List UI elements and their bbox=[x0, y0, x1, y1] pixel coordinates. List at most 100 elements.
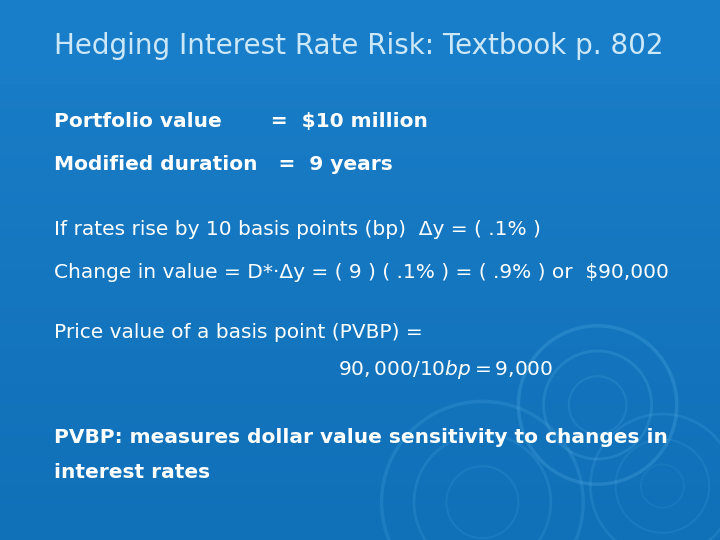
Bar bbox=[0, 346, 720, 348]
Bar bbox=[0, 508, 720, 510]
Bar bbox=[0, 424, 720, 427]
Bar bbox=[0, 456, 720, 459]
Bar bbox=[0, 32, 720, 35]
Bar bbox=[0, 68, 720, 70]
Bar bbox=[0, 119, 720, 122]
Bar bbox=[0, 313, 720, 316]
Text: PVBP: measures dollar value sensitivity to changes in: PVBP: measures dollar value sensitivity … bbox=[54, 428, 668, 447]
Bar bbox=[0, 278, 720, 281]
Bar bbox=[0, 502, 720, 505]
Bar bbox=[0, 524, 720, 526]
Bar bbox=[0, 324, 720, 327]
Bar bbox=[0, 275, 720, 278]
Bar bbox=[0, 462, 720, 464]
Bar bbox=[0, 262, 720, 265]
Text: Modified duration   =  9 years: Modified duration = 9 years bbox=[54, 155, 392, 174]
Bar bbox=[0, 443, 720, 445]
Bar bbox=[0, 246, 720, 248]
Bar bbox=[0, 89, 720, 92]
Bar bbox=[0, 154, 720, 157]
Bar bbox=[0, 327, 720, 329]
Bar bbox=[0, 537, 720, 540]
Bar bbox=[0, 62, 720, 65]
Bar bbox=[0, 256, 720, 259]
Bar bbox=[0, 238, 720, 240]
Bar bbox=[0, 529, 720, 532]
Bar bbox=[0, 54, 720, 57]
Bar bbox=[0, 351, 720, 354]
Bar bbox=[0, 435, 720, 437]
Text: Portfolio value       =  $10 million: Portfolio value = $10 million bbox=[54, 112, 428, 131]
Bar bbox=[0, 227, 720, 229]
Bar bbox=[0, 467, 720, 470]
Bar bbox=[0, 494, 720, 497]
Bar bbox=[0, 65, 720, 68]
Bar bbox=[0, 189, 720, 192]
Bar bbox=[0, 30, 720, 32]
Bar bbox=[0, 122, 720, 124]
Text: Price value of a basis point (PVBP) =: Price value of a basis point (PVBP) = bbox=[54, 322, 423, 342]
Bar bbox=[0, 254, 720, 256]
Bar bbox=[0, 46, 720, 49]
Bar bbox=[0, 316, 720, 319]
Bar bbox=[0, 394, 720, 397]
Bar bbox=[0, 270, 720, 273]
Text: $90,000 / 10 bp = $9,000: $90,000 / 10 bp = $9,000 bbox=[338, 359, 554, 381]
Bar bbox=[0, 451, 720, 454]
Bar bbox=[0, 97, 720, 100]
Bar bbox=[0, 284, 720, 286]
Bar bbox=[0, 392, 720, 394]
Bar bbox=[0, 429, 720, 432]
Bar bbox=[0, 113, 720, 116]
Bar bbox=[0, 308, 720, 310]
Bar bbox=[0, 173, 720, 176]
Bar bbox=[0, 292, 720, 294]
Bar bbox=[0, 532, 720, 535]
Bar bbox=[0, 297, 720, 300]
Bar bbox=[0, 0, 720, 3]
Bar bbox=[0, 348, 720, 351]
Bar bbox=[0, 184, 720, 186]
Bar bbox=[0, 235, 720, 238]
Bar bbox=[0, 35, 720, 38]
Bar bbox=[0, 521, 720, 524]
Bar bbox=[0, 251, 720, 254]
Bar bbox=[0, 232, 720, 235]
Bar bbox=[0, 440, 720, 443]
Bar bbox=[0, 40, 720, 43]
Bar bbox=[0, 427, 720, 429]
Bar bbox=[0, 416, 720, 418]
Bar bbox=[0, 27, 720, 30]
Bar bbox=[0, 0, 720, 84]
Bar bbox=[0, 208, 720, 211]
Bar bbox=[0, 359, 720, 362]
Bar bbox=[0, 19, 720, 22]
Bar bbox=[0, 459, 720, 462]
Bar bbox=[0, 491, 720, 494]
Bar bbox=[0, 294, 720, 297]
Bar bbox=[0, 57, 720, 59]
Bar bbox=[0, 472, 720, 475]
Bar bbox=[0, 159, 720, 162]
Bar bbox=[0, 127, 720, 130]
Bar bbox=[0, 140, 720, 143]
Bar bbox=[0, 162, 720, 165]
Bar bbox=[0, 73, 720, 76]
Text: Change in value = D*·Δy = ( 9 ) ( .1% ) = ( .9% ) or  $90,000: Change in value = D*·Δy = ( 9 ) ( .1% ) … bbox=[54, 263, 669, 282]
Bar bbox=[0, 116, 720, 119]
Bar bbox=[0, 211, 720, 213]
Bar bbox=[0, 446, 720, 448]
Text: If rates rise by 10 basis points (bp)  Δy = ( .1% ): If rates rise by 10 basis points (bp) Δy… bbox=[54, 220, 541, 239]
Bar bbox=[0, 437, 720, 440]
Bar bbox=[0, 332, 720, 335]
Bar bbox=[0, 265, 720, 267]
Bar bbox=[0, 343, 720, 346]
Bar bbox=[0, 305, 720, 308]
Bar bbox=[0, 329, 720, 332]
Bar bbox=[0, 78, 720, 81]
Bar bbox=[0, 213, 720, 216]
Bar bbox=[0, 378, 720, 381]
Bar bbox=[0, 310, 720, 313]
Bar bbox=[0, 319, 720, 321]
Bar bbox=[0, 100, 720, 103]
